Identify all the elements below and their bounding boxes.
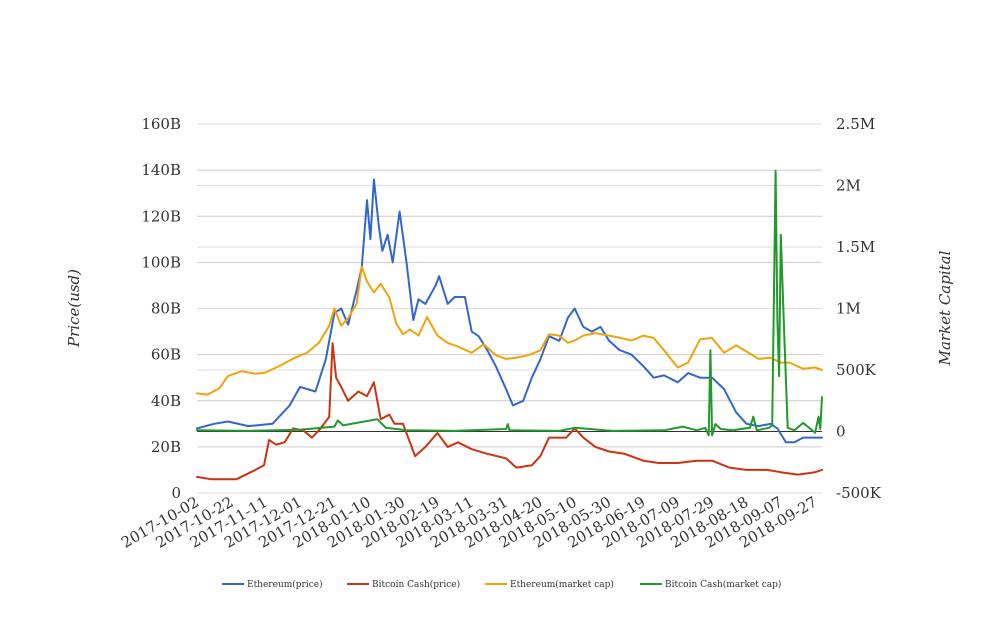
series-layer bbox=[196, 169, 823, 481]
left-tick-label: 140B bbox=[141, 161, 181, 179]
right-tick-label: 1.5M bbox=[836, 238, 875, 256]
left-tick-label: 0 bbox=[171, 484, 181, 502]
right-tick-label: 1M bbox=[836, 300, 861, 318]
right-tick-label: 2M bbox=[836, 177, 861, 195]
left-tick-label: 160B bbox=[141, 115, 181, 133]
left-tick-label: 40B bbox=[151, 392, 181, 410]
series-line-ethereum-market-cap bbox=[196, 265, 823, 396]
left-axis-title: Price(usd) bbox=[65, 269, 83, 348]
series-line-bitcoin-cash-market-cap bbox=[196, 169, 823, 437]
legend: Ethereum(price) Bitcoin Cash(price) Ethere… bbox=[222, 579, 781, 590]
left-tick-label: 60B bbox=[151, 346, 181, 364]
grid bbox=[197, 123, 822, 494]
legend-label-ethereum-market-cap: Ethereum(market cap) bbox=[510, 579, 614, 590]
right-tick-label: -500K bbox=[836, 484, 882, 502]
left-tick-label: 20B bbox=[151, 438, 181, 456]
right-tick-label: 0 bbox=[836, 423, 846, 441]
left-tick-label: 120B bbox=[141, 207, 181, 225]
right-tick-label: 500K bbox=[836, 361, 877, 379]
right-axis-title: Market Capital bbox=[936, 250, 954, 366]
right-tick-label: 2.5M bbox=[836, 115, 875, 133]
left-tick-label: 80B bbox=[151, 300, 181, 318]
legend-label-bitcoin-cash-price: Bitcoin Cash(price) bbox=[372, 579, 460, 590]
series-line-bitcoin-cash-price bbox=[196, 342, 823, 481]
series-line-ethereum-price bbox=[196, 178, 823, 444]
legend-label-ethereum-price: Ethereum(price) bbox=[247, 579, 323, 590]
legend-label-bitcoin-cash-market-cap: Bitcoin Cash(market cap) bbox=[665, 579, 781, 590]
tick-labels: 0 20B 40B 60B 80B 100B 120B 140B 160B -500K 0 500K 1… bbox=[118, 115, 882, 552]
left-tick-label: 100B bbox=[141, 253, 181, 271]
